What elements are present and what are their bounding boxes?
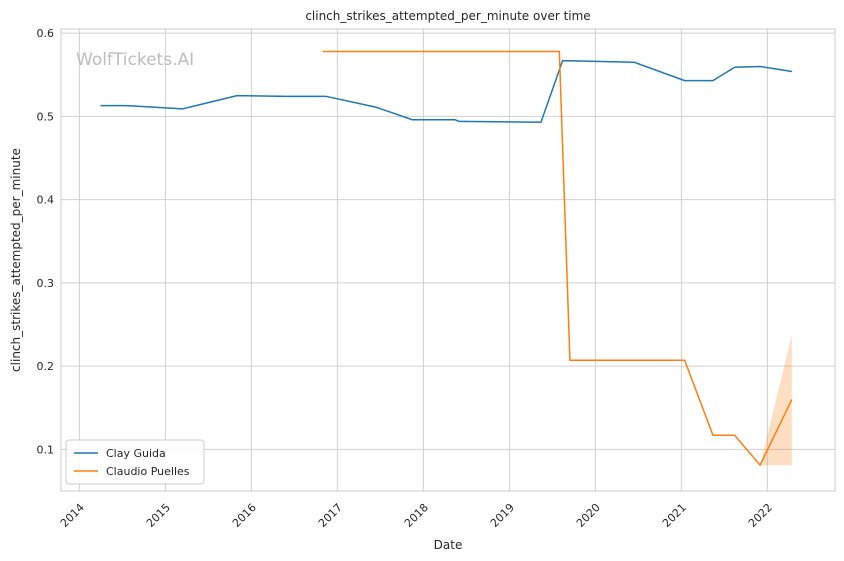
y-tick-label: 0.6 (37, 27, 55, 40)
grid-lines (61, 29, 835, 491)
y-tick-label: 0.4 (37, 194, 55, 207)
y-axis-label: clinch_strikes_attempted_per_minute (9, 148, 23, 372)
series-line (323, 50, 793, 466)
confidence-band (760, 334, 792, 466)
legend-label: Claudio Puelles (106, 465, 190, 478)
y-tick-label: 0.3 (37, 277, 55, 290)
confidence-bands (760, 334, 792, 466)
y-tick-label: 0.5 (37, 110, 55, 123)
y-tick-label: 0.1 (37, 443, 55, 456)
chart-title: clinch_strikes_attempted_per_minute over… (305, 9, 590, 23)
legend-label: Clay Guida (106, 447, 166, 460)
x-axis-label: Date (434, 538, 463, 552)
plot-frame (60, 28, 836, 492)
legend-box (65, 439, 205, 485)
plot-area (61, 29, 835, 491)
y-tick-label: 0.2 (37, 360, 55, 373)
watermark: WolfTickets.AI (76, 50, 194, 70)
y-tick-labels: 0.1 0.2 0.3 0.4 0.5 0.6 (37, 27, 55, 456)
series-lines (100, 50, 793, 466)
series-line (100, 59, 792, 123)
legend: Clay Guida Claudio Puelles (65, 439, 205, 485)
